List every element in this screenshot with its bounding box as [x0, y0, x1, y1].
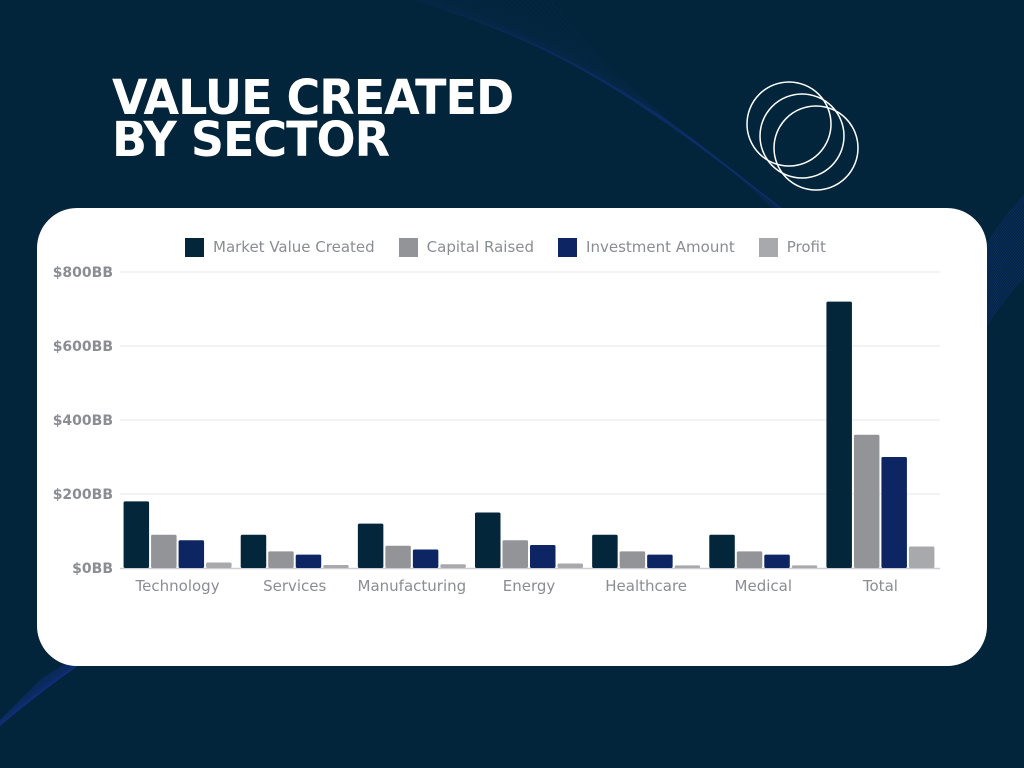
bar-capital-raised-technology: [151, 534, 177, 568]
x-tick-label: Services: [263, 577, 326, 595]
bar-investment-amount-energy: [530, 545, 556, 568]
bar-market-value-created-manufacturing: [357, 523, 384, 568]
title-line-2: BY SECTOR: [112, 110, 390, 168]
rings-icon: [746, 81, 859, 191]
bar-market-value-created-energy: [475, 512, 501, 568]
bar-market-value-created-medical: [709, 534, 735, 568]
x-tick-label: Technology: [135, 577, 220, 595]
legend-item-market-value-created: Market Value Created: [185, 237, 375, 257]
legend-label: Market Value Created: [213, 238, 375, 256]
bar-capital-raised-healthcare: [619, 551, 646, 568]
bar-investment-amount-manufacturing: [412, 549, 439, 568]
legend-swatch: [398, 237, 418, 257]
bar-capital-raised-medical: [736, 551, 763, 568]
legend-label: Investment Amount: [586, 238, 735, 256]
legend-item-capital-raised: Capital Raised: [398, 237, 535, 257]
legend-swatch: [758, 237, 778, 257]
legend-swatch: [558, 237, 578, 257]
x-tick-label: Healthcare: [605, 577, 687, 595]
x-tick-label: Total: [862, 577, 898, 595]
bar-capital-raised-energy: [502, 540, 528, 568]
bar-capital-raised-services: [268, 551, 294, 568]
bar-investment-amount-healthcare: [647, 554, 673, 568]
y-tick-label: $600BB: [53, 339, 113, 355]
y-tick-label: $0BB: [72, 561, 113, 577]
bar-profit-healthcare: [674, 565, 701, 568]
wave-line: [413, 0, 821, 261]
page-title: VALUE CREATED BY SECTOR: [112, 68, 514, 168]
x-tick-label: Medical: [735, 577, 792, 595]
bar-investment-amount-technology: [178, 540, 205, 568]
y-tick-label: $800BB: [53, 265, 113, 281]
legend-swatch: [185, 237, 204, 257]
legend-label: Profit: [786, 238, 826, 256]
bar-market-value-created-technology: [123, 501, 150, 568]
bar-investment-amount-medical: [764, 554, 790, 568]
legend-label: Capital Raised: [426, 238, 535, 256]
bar-capital-raised-manufacturing: [385, 545, 411, 568]
bar-capital-raised-total: [853, 434, 880, 568]
bar-profit-manufacturing: [440, 564, 466, 568]
title-line-1: VALUE CREATED: [112, 68, 514, 126]
x-tick-label: Energy: [503, 577, 556, 595]
x-tick-label: Manufacturing: [358, 577, 467, 595]
bar-profit-medical: [791, 565, 818, 568]
bar-profit-energy: [557, 563, 583, 568]
y-tick-label: $400BB: [53, 413, 113, 429]
bar-profit-total: [908, 546, 935, 568]
bar-investment-amount-services: [295, 554, 322, 568]
bar-profit-services: [323, 565, 349, 568]
bar-market-value-created-services: [240, 534, 267, 568]
bar-market-value-created-healthcare: [592, 534, 618, 568]
legend-item-profit: Profit: [758, 237, 826, 257]
bar-profit-technology: [206, 562, 232, 568]
legend-item-investment-amount: Investment Amount: [558, 237, 735, 257]
bar-investment-amount-total: [881, 457, 907, 568]
chart-legend: Market Value Created Capital Raised Inve…: [185, 236, 850, 258]
wave-line: [416, 0, 824, 262]
bar-market-value-created-total: [826, 301, 852, 568]
y-tick-label: $200BB: [53, 487, 113, 503]
